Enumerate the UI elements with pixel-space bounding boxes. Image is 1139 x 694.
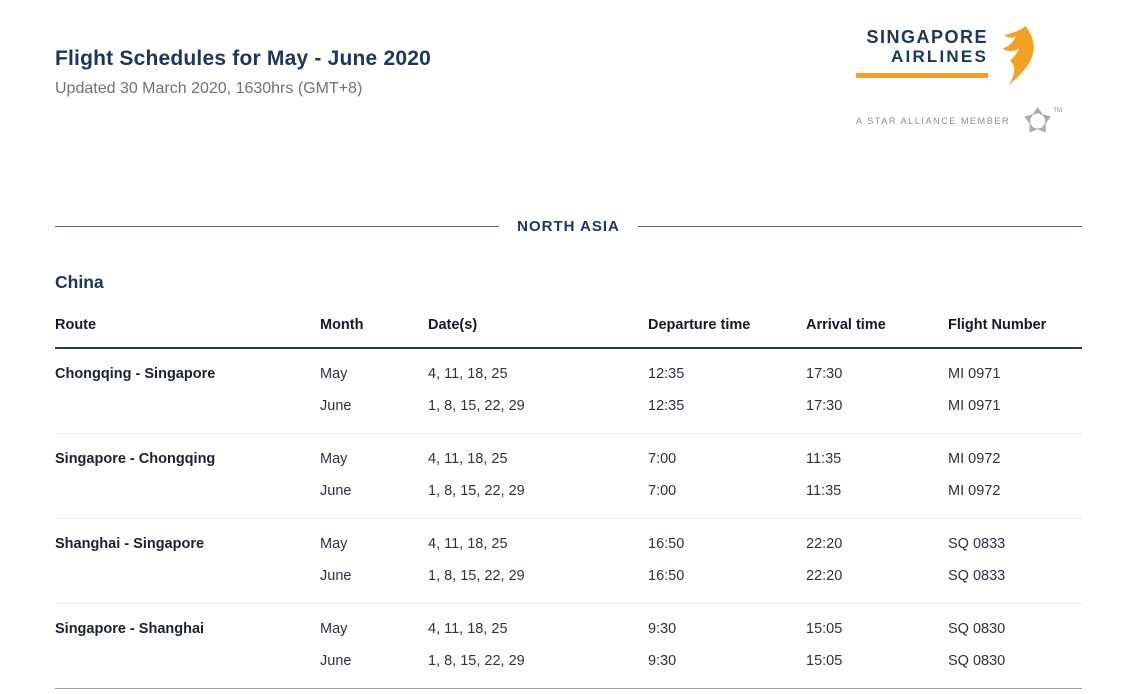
singapore-airlines-logo: SINGAPORE AIRLINES A STAR ALLIANCE MEMBE… <box>856 25 1062 138</box>
flight-number-cell: MI 0972 <box>948 483 1001 499</box>
route-cell <box>55 651 320 671</box>
table-row: Singapore - Shanghai May 4, 11, 18, 25 9… <box>55 619 1082 639</box>
table-row: June 1, 8, 15, 22, 29 7:00 11:35 MI 0972 <box>55 481 1082 501</box>
header-month: Month <box>320 317 364 333</box>
logo-word-airlines: AIRLINES <box>891 47 988 66</box>
arrival-time-cell: 15:05 <box>806 621 843 637</box>
flight-number-cell: MI 0971 <box>948 366 1001 382</box>
updated-timestamp: Updated 30 March 2020, 1630hrs (GMT+8) <box>55 80 363 97</box>
table-row: Chongqing - Singapore May 4, 11, 18, 25 … <box>55 364 1082 384</box>
departure-time-cell: 7:00 <box>648 483 677 499</box>
route-group: Shanghai - Singapore May 4, 11, 18, 25 1… <box>55 519 1082 604</box>
arrival-time-cell: 15:05 <box>806 653 843 669</box>
departure-time-cell: 12:35 <box>648 366 685 382</box>
arrival-time-cell: 11:35 <box>806 483 842 499</box>
dates-cell: 1, 8, 15, 22, 29 <box>428 483 525 499</box>
month-cell: May <box>320 366 348 382</box>
route-cell <box>55 396 320 416</box>
country-heading: China <box>55 272 104 292</box>
header-flight-number: Flight Number <box>948 317 1047 333</box>
page-header: Flight Schedules for May - June 2020 Upd… <box>55 0 1082 150</box>
dates-cell: 4, 11, 18, 25 <box>428 366 508 382</box>
arrival-time-cell: 17:30 <box>806 398 843 414</box>
route-group: Chongqing - Singapore May 4, 11, 18, 25 … <box>55 349 1082 434</box>
divider-line-left <box>55 226 500 227</box>
logo-main: SINGAPORE AIRLINES <box>856 25 1062 88</box>
month-cell: June <box>320 653 352 669</box>
departure-time-cell: 9:30 <box>648 653 677 669</box>
table-row: Singapore - Chongqing May 4, 11, 18, 25 … <box>55 449 1082 469</box>
table-body: Chongqing - Singapore May 4, 11, 18, 25 … <box>55 349 1082 689</box>
flight-schedule-table: Route Month Date(s) Departure time Arriv… <box>55 315 1082 689</box>
dates-cell: 1, 8, 15, 22, 29 <box>428 398 525 414</box>
trademark-text: TM <box>1053 108 1062 114</box>
route-cell: Singapore - Shanghai <box>55 621 205 637</box>
route-cell: Chongqing - Singapore <box>55 366 216 382</box>
route-group: Singapore - Shanghai May 4, 11, 18, 25 9… <box>55 604 1082 689</box>
flight-number-cell: SQ 0833 <box>948 536 1006 552</box>
star-alliance-text: A STAR ALLIANCE MEMBER <box>856 116 1011 126</box>
dates-cell: 1, 8, 15, 22, 29 <box>428 568 525 584</box>
header-dates: Date(s) <box>428 317 478 333</box>
logo-orange-underline <box>856 73 988 78</box>
logo-word-singapore: SINGAPORE <box>866 27 988 47</box>
dates-cell: 4, 11, 18, 25 <box>428 451 508 467</box>
departure-time-cell: 7:00 <box>648 451 677 467</box>
flight-number-cell: SQ 0830 <box>948 621 1006 637</box>
section-title: NORTH ASIA <box>517 218 620 235</box>
sia-bird-icon <box>1002 25 1034 86</box>
route-group: Singapore - Chongqing May 4, 11, 18, 25 … <box>55 434 1082 519</box>
table-row: Shanghai - Singapore May 4, 11, 18, 25 1… <box>55 534 1082 554</box>
departure-time-cell: 16:50 <box>648 568 685 584</box>
route-cell: Singapore - Chongqing <box>55 451 216 467</box>
arrival-time-cell: 11:35 <box>806 451 842 467</box>
header-arrival-time: Arrival time <box>806 317 886 333</box>
departure-time-cell: 16:50 <box>648 536 685 552</box>
dates-cell: 4, 11, 18, 25 <box>428 621 508 637</box>
flight-number-cell: SQ 0830 <box>948 653 1006 669</box>
header-text-block: Flight Schedules for May - June 2020 Upd… <box>55 47 1082 98</box>
departure-time-cell: 9:30 <box>648 621 677 637</box>
star-alliance-icon <box>1024 106 1052 133</box>
divider-line-right <box>637 226 1082 227</box>
dates-cell: 1, 8, 15, 22, 29 <box>428 653 525 669</box>
dates-cell: 4, 11, 18, 25 <box>428 536 508 552</box>
section-divider: NORTH ASIA <box>55 218 1082 235</box>
flight-number-cell: MI 0972 <box>948 451 1001 467</box>
route-cell <box>55 566 320 586</box>
month-cell: June <box>320 483 352 499</box>
month-cell: May <box>320 451 348 467</box>
route-cell: Shanghai - Singapore <box>55 536 205 552</box>
month-cell: June <box>320 568 352 584</box>
header-departure-time: Departure time <box>648 317 751 333</box>
star-alliance-row: A STAR ALLIANCE MEMBER TM <box>856 104 1062 138</box>
table-row: June 1, 8, 15, 22, 29 16:50 22:20 SQ 083… <box>55 566 1082 586</box>
departure-time-cell: 12:35 <box>648 398 685 414</box>
header-route: Route <box>55 317 97 333</box>
flight-number-cell: MI 0971 <box>948 398 1001 414</box>
month-cell: June <box>320 398 352 414</box>
arrival-time-cell: 17:30 <box>806 366 843 382</box>
arrival-time-cell: 22:20 <box>806 568 843 584</box>
month-cell: May <box>320 621 348 637</box>
flight-number-cell: SQ 0833 <box>948 568 1006 584</box>
table-row: June 1, 8, 15, 22, 29 9:30 15:05 SQ 0830 <box>55 651 1082 671</box>
route-cell <box>55 481 320 501</box>
table-row: June 1, 8, 15, 22, 29 12:35 17:30 MI 097… <box>55 396 1082 416</box>
page-title: Flight Schedules for May - June 2020 <box>55 47 431 70</box>
month-cell: May <box>320 536 348 552</box>
table-header-row: Route Month Date(s) Departure time Arriv… <box>55 315 1082 349</box>
logo-wordmark: SINGAPORE AIRLINES <box>856 28 988 78</box>
arrival-time-cell: 22:20 <box>806 536 843 552</box>
